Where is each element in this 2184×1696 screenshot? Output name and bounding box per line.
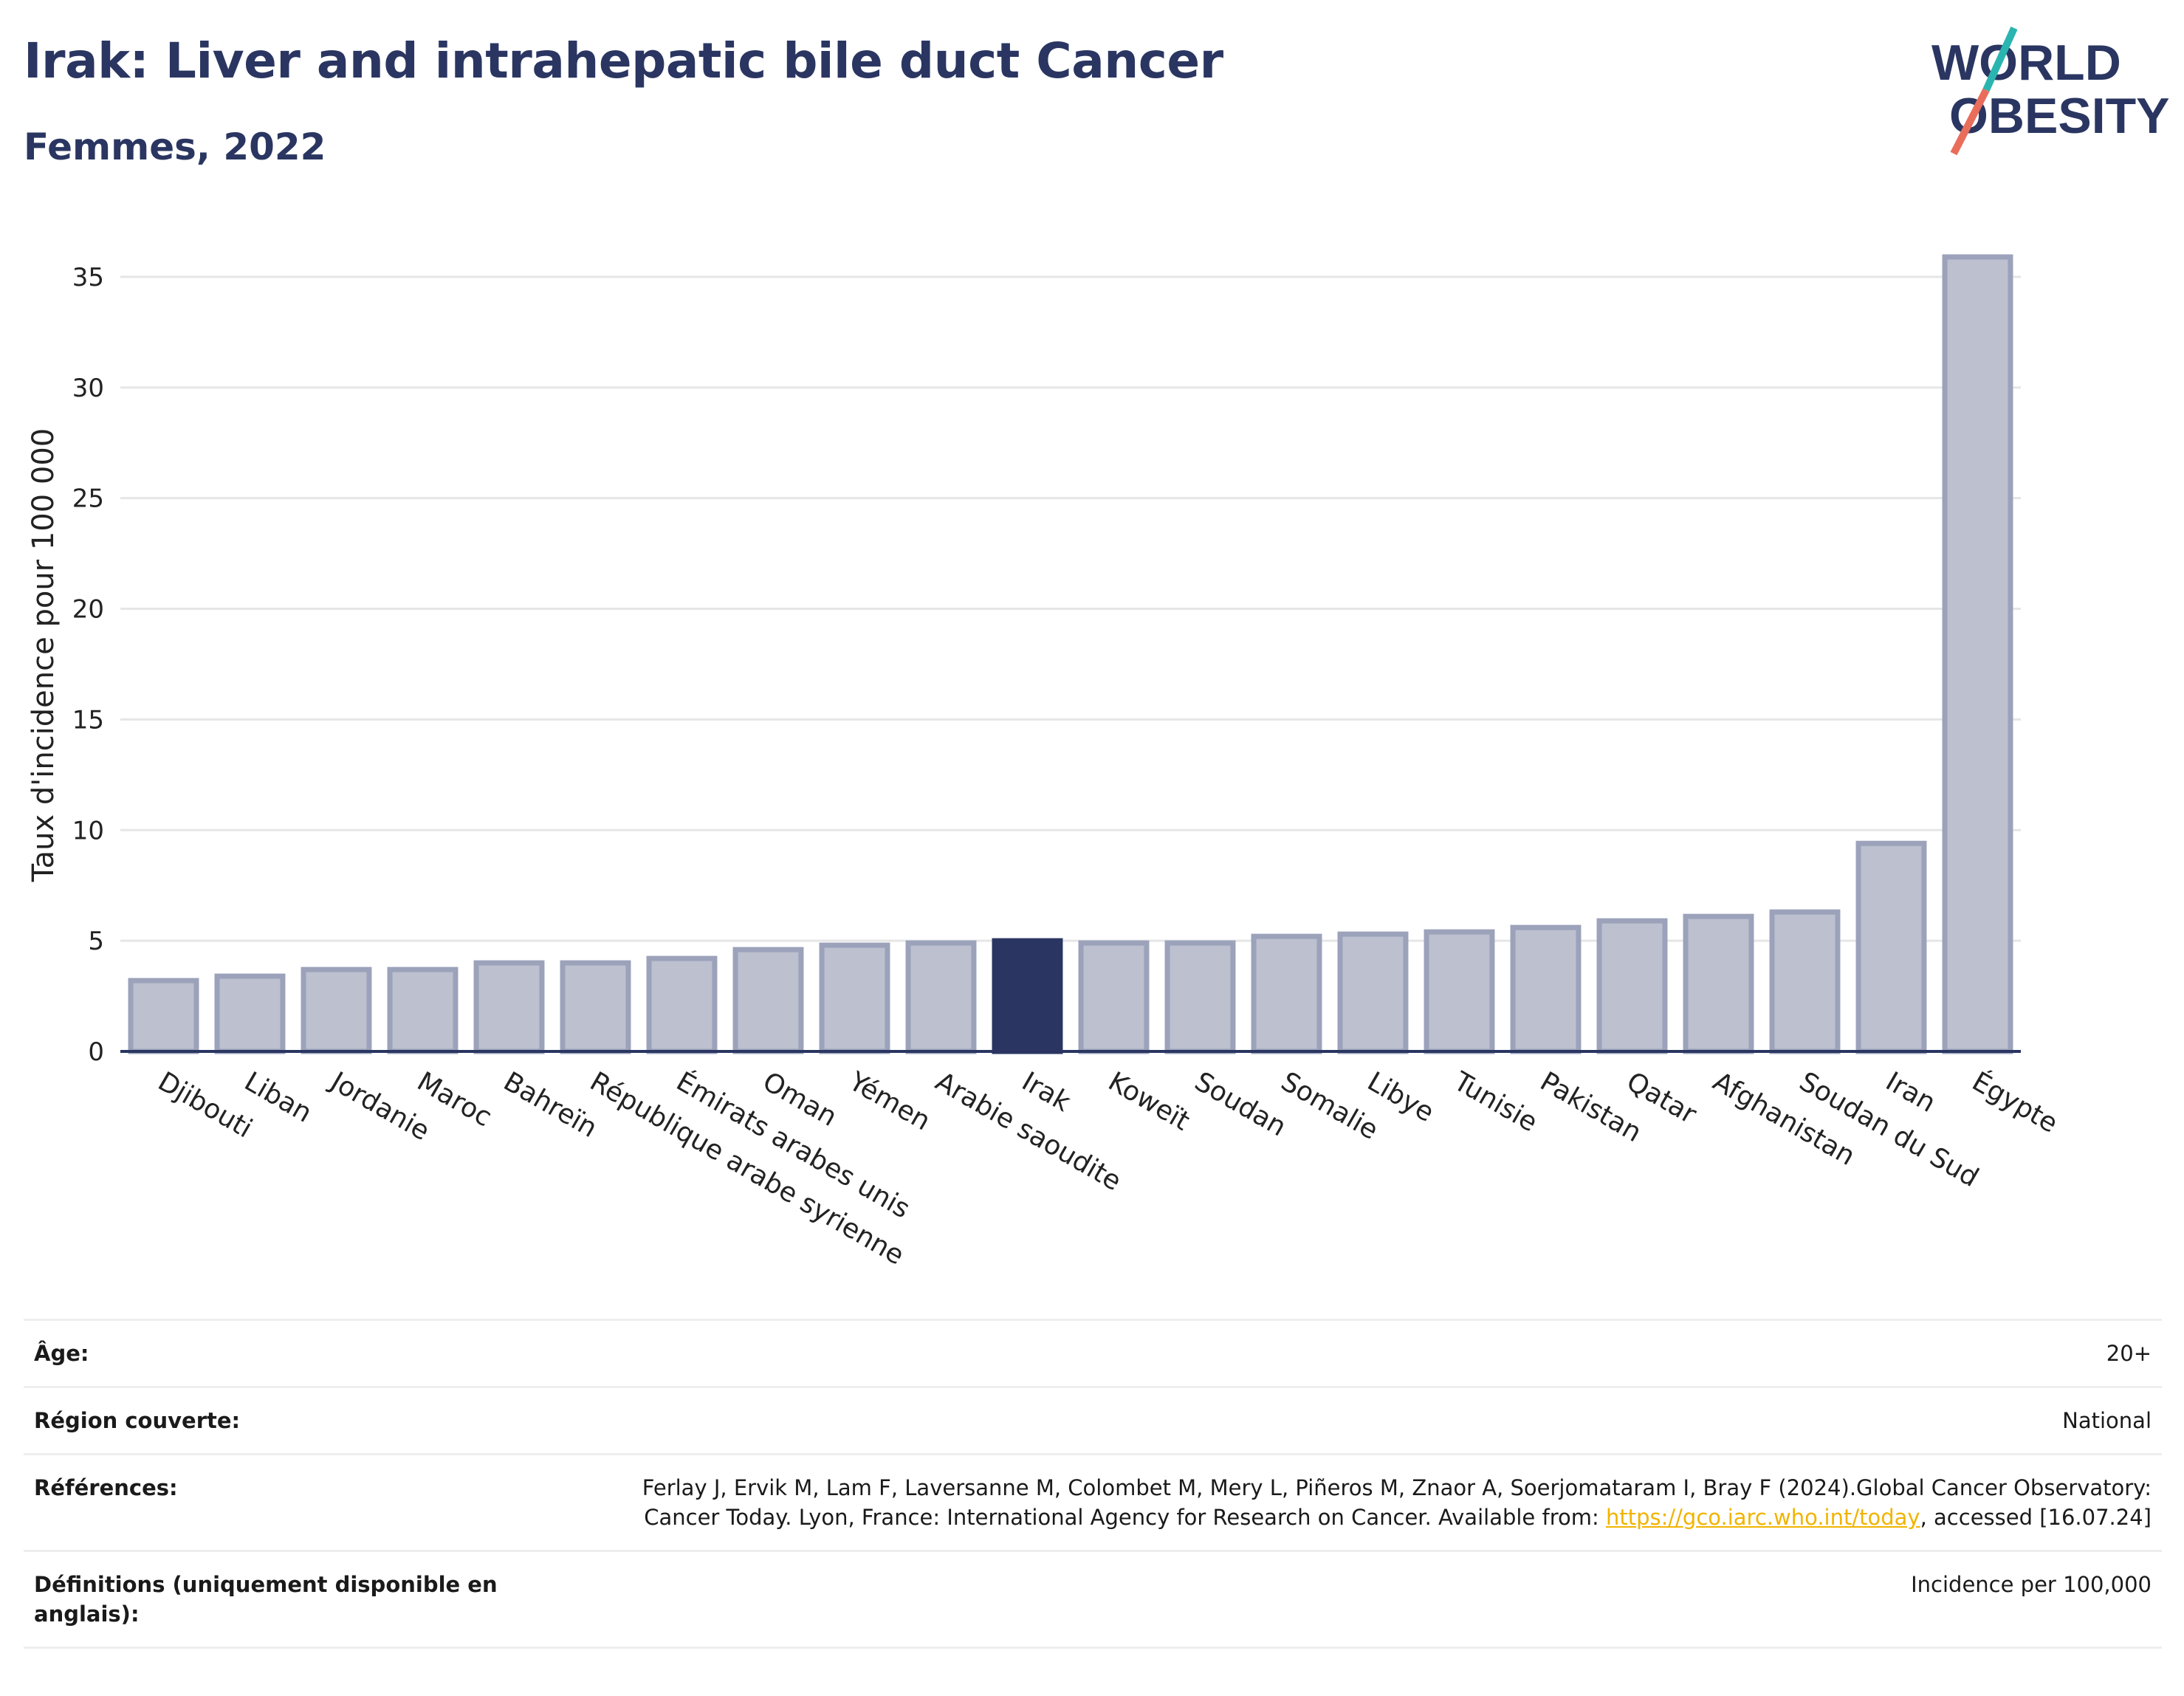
bar-18[interactable] <box>1596 918 1668 1054</box>
x-tick-label: Koweït <box>1103 1066 1195 1136</box>
meta-value-definitions: Incidence per 100,000 <box>1911 1572 2152 1597</box>
meta-row-age: Âge: 20+ <box>24 1319 2162 1386</box>
bar-3[interactable] <box>301 967 372 1054</box>
x-tick-label: Jordanie <box>324 1065 434 1147</box>
bar-20[interactable] <box>1769 909 1841 1054</box>
x-tick-label: Somalie <box>1276 1066 1383 1146</box>
y-tick-label: 30 <box>72 374 104 403</box>
bar-21[interactable] <box>1855 840 1927 1054</box>
meta-row-region: Région couverte: National <box>24 1386 2162 1453</box>
meta-row-references: Références: Ferlay J, Ervik M, Lam F, La… <box>24 1453 2162 1550</box>
y-tick-label: 15 <box>72 705 104 735</box>
gridlines <box>120 275 2021 942</box>
bar-17[interactable] <box>1510 924 1582 1054</box>
bar-6[interactable] <box>560 960 631 1054</box>
chart-title: Irak: Liver and intrahepatic bile duct C… <box>24 32 1223 89</box>
y-tick-label: 5 <box>88 927 104 956</box>
meta-label-definitions: Définitions (uniquement disponible en an… <box>34 1572 498 1627</box>
bar-5[interactable] <box>473 960 545 1054</box>
bar-15[interactable] <box>1337 931 1409 1054</box>
meta-label-age: Âge: <box>34 1341 89 1366</box>
y-tick-label: 0 <box>88 1037 104 1067</box>
logo-slash-teal <box>1982 26 2018 92</box>
bars <box>128 254 2013 1054</box>
bar-8[interactable] <box>732 947 804 1054</box>
logo-word-world: WORLD <box>1931 35 2121 91</box>
reference-link[interactable]: https://gco.iarc.who.int/today <box>1605 1505 1920 1530</box>
bar-12[interactable] <box>1078 940 1150 1054</box>
world-obesity-logo: WORLD OBESITY <box>1931 26 2170 156</box>
reference-accessed: , accessed [16.07.24] <box>1920 1505 2152 1530</box>
x-tick-label: Soudan <box>1189 1066 1291 1142</box>
y-tick-label: 20 <box>72 595 104 625</box>
bar-19[interactable] <box>1683 913 1754 1054</box>
x-tick-label: Yémen <box>843 1066 935 1137</box>
x-tick-label: Iran <box>1881 1066 1940 1119</box>
y-axis-label: Taux d'incidence pour 100 000 <box>27 428 61 882</box>
bar-1[interactable] <box>128 978 199 1054</box>
chart-subtitle: Femmes, 2022 <box>24 126 326 168</box>
metadata-table: Âge: 20+ Région couverte: National Référ… <box>24 1319 2162 1649</box>
x-tick-label: Djibouti <box>153 1066 257 1144</box>
y-tick-label: 10 <box>72 816 104 845</box>
logo-slash-coral <box>1950 88 1990 156</box>
x-tick-label: Bahreïn <box>498 1066 602 1144</box>
y-tick-label: 35 <box>72 263 104 292</box>
x-tick-label: Égypte <box>1967 1065 2063 1139</box>
meta-value-region: National <box>2062 1408 2152 1433</box>
bar-9[interactable] <box>819 942 890 1054</box>
reference-text: Ferlay J, Ervik M, Lam F, Laversanne M, … <box>642 1475 2152 1530</box>
bar-2[interactable] <box>214 973 286 1054</box>
bar-7[interactable] <box>646 955 718 1054</box>
bar-10[interactable] <box>905 940 977 1054</box>
meta-value-references: Ferlay J, Ervik M, Lam F, Laversanne M, … <box>564 1473 2152 1532</box>
bar-22[interactable] <box>1942 254 2013 1054</box>
bar-13[interactable] <box>1164 940 1236 1054</box>
meta-row-definitions: Définitions (uniquement disponible en an… <box>24 1550 2162 1649</box>
meta-value-age: 20+ <box>2106 1341 2152 1366</box>
y-tick-label: 25 <box>72 484 104 514</box>
bar-14[interactable] <box>1251 933 1322 1054</box>
meta-label-references: Références: <box>34 1475 178 1500</box>
meta-label-region: Région couverte: <box>34 1408 241 1433</box>
x-tick-label: Irak <box>1017 1066 1076 1118</box>
bar-16[interactable] <box>1424 929 1495 1054</box>
bar-11[interactable] <box>992 938 1063 1054</box>
x-tick-label: Tunisie <box>1448 1066 1542 1139</box>
bar-4[interactable] <box>387 967 459 1054</box>
